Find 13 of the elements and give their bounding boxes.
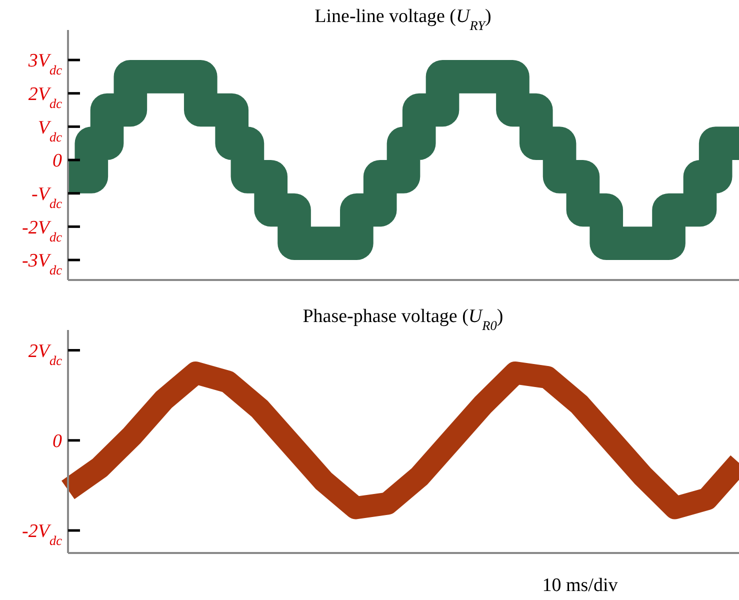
chart-title: Line-line voltage (U$_{RY}$) [314, 6, 492, 32]
chart-title: Phase-phase voltage (U$_{R0}$) [302, 306, 504, 332]
y-tick-label: 2V$_{dc}$ [28, 340, 62, 368]
y-tick-label: 0 [52, 150, 62, 172]
y-tick-label: 0 [52, 431, 62, 452]
y-tick-label: -2V$_{dc}$ [22, 521, 62, 548]
y-tick-label: -2V$_{dc}$ [22, 217, 62, 244]
y-tick-label: 2V$_{dc}$ [28, 84, 62, 110]
y-tick-label: -V$_{dc}$ [32, 184, 62, 210]
text: 10 ms/div [542, 575, 618, 596]
y-tick-label: -3V$_{dc}$ [22, 250, 62, 278]
y-tick-label: V$_{dc}$ [38, 117, 62, 144]
y-tick-label: 3V$_{dc}$ [27, 50, 62, 78]
